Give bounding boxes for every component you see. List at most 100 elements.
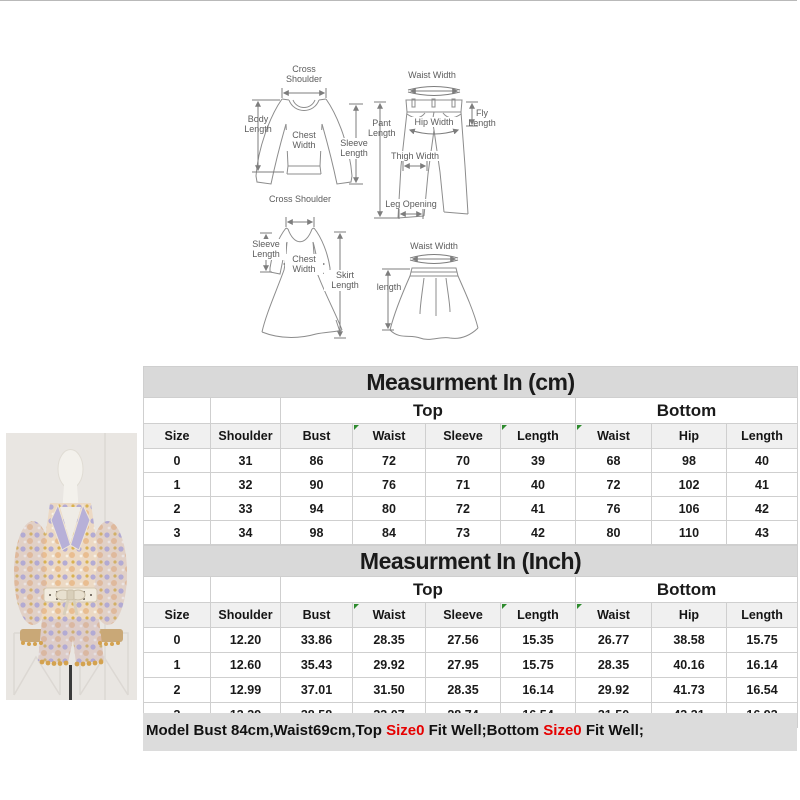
col-header-bust: Bust [280, 602, 353, 628]
value-cell: 73 [425, 520, 501, 545]
size-cell: 2 [143, 496, 211, 521]
table-row: 1 12.60 35.43 29.92 27.95 15.75 28.35 40… [143, 652, 799, 678]
value-cell: 12.20 [210, 627, 281, 653]
col-header-sleeve: Sleeve [425, 423, 501, 449]
hip-width-arrow [408, 128, 460, 135]
left-sleeve [14, 521, 52, 625]
fit-note-size-top: Size0 [386, 722, 425, 739]
value-cell: 102 [651, 472, 727, 497]
value-cell: 16.54 [725, 677, 799, 703]
value-cell: 80 [352, 496, 426, 521]
value-cell: 16.14 [500, 677, 576, 703]
value-cell: 43 [725, 520, 799, 545]
col-header-hip: Hip [651, 602, 727, 628]
value-cell: 15.35 [500, 627, 576, 653]
size-tables: Measurment In (cm) Top Bottom Size Shoul… [142, 366, 799, 728]
size-cell: 0 [143, 627, 211, 653]
value-cell: 40 [725, 448, 799, 473]
value-cell: 86 [280, 448, 353, 473]
value-cell: 76 [352, 472, 426, 497]
value-cell: 16.14 [725, 652, 799, 678]
table-row: 3 34 98 84 73 42 80 110 43 [143, 520, 799, 545]
col-header-size: Size [143, 602, 211, 628]
group-header-bottom: Bottom [574, 576, 799, 603]
gold-trim-beads [21, 641, 120, 667]
col-header-hip: Hip [651, 423, 727, 449]
value-cell: 72 [575, 472, 652, 497]
skirt-length-label: length [376, 282, 402, 292]
skirt-outline-drawing [382, 254, 479, 340]
value-cell: 33 [210, 496, 281, 521]
chest-width-label: Chest Width [285, 254, 323, 275]
leg-opening-label: Leg Opening [383, 199, 439, 210]
value-cell: 70 [425, 448, 501, 473]
blouse-measurement-diagram: Cross Shoulder Body Length Chest Width S… [236, 62, 374, 204]
size-cell: 0 [143, 448, 211, 473]
mannequin-head [57, 449, 84, 489]
table-row: 0 12.20 33.86 28.35 27.56 15.35 26.77 38… [143, 627, 799, 653]
value-cell: 41.73 [651, 677, 727, 703]
value-cell: 39 [500, 448, 576, 473]
value-cell: 72 [425, 496, 501, 521]
skirt-measure-arrows [382, 254, 459, 331]
value-cell: 27.56 [425, 627, 501, 653]
value-cell: 110 [651, 520, 727, 545]
empty-cell [143, 397, 211, 424]
col-header-length-bottom: Length [725, 423, 799, 449]
value-cell: 29.92 [575, 677, 652, 703]
shorts [38, 619, 104, 663]
table-title-cm: Measurment In (cm) [142, 366, 799, 398]
size-cell: 1 [143, 652, 211, 678]
table-row: 1 32 90 76 71 40 72 102 41 [143, 472, 799, 497]
table-row: 0 31 86 72 70 39 68 98 40 [143, 448, 799, 473]
right-sleeve-tint [89, 521, 127, 625]
belt-bow [55, 589, 86, 616]
fit-note-text: Fit Well; [581, 722, 644, 739]
col-header-length-top: Length [500, 423, 576, 449]
size-table-inch: Measurment In (Inch) Top Bottom Size Sho… [142, 545, 799, 728]
value-cell: 32 [210, 472, 281, 497]
value-cell: 12.99 [210, 677, 281, 703]
chest-opening [60, 507, 81, 543]
value-cell: 31 [210, 448, 281, 473]
value-cell: 68 [575, 448, 652, 473]
value-cell: 41 [725, 472, 799, 497]
value-cell: 71 [425, 472, 501, 497]
value-cell: 28.35 [352, 627, 426, 653]
mannequin-outfit-illustration [6, 433, 137, 700]
skirt-length-label: Skirt Length [324, 270, 366, 291]
skirt-measurement-diagram: Waist Width length [376, 236, 494, 348]
shorts-tint [38, 619, 104, 663]
value-cell: 98 [280, 520, 353, 545]
waist-width-label: Waist Width [408, 70, 456, 80]
value-cell: 80 [575, 520, 652, 545]
col-header-length-bottom: Length [725, 602, 799, 628]
value-cell: 31.50 [352, 677, 426, 703]
col-header-waist-bottom: Waist [575, 423, 652, 449]
thigh-width-label: Thigh Width [387, 151, 443, 162]
fit-note-text: Model Bust 84cm,Waist69cm,Top [146, 722, 387, 739]
cross-shoulder-label: Cross Shoulder [268, 194, 332, 204]
outfit [14, 503, 127, 700]
value-cell: 90 [280, 472, 353, 497]
left-sleeve-tint [14, 521, 52, 625]
value-cell: 40.16 [651, 652, 727, 678]
value-cell: 42 [500, 520, 576, 545]
table-row: 2 12.99 37.01 31.50 28.35 16.14 29.92 41… [143, 677, 799, 703]
col-header-waist-bottom: Waist [575, 602, 652, 628]
waist-width-label: Waist Width [410, 241, 458, 251]
value-cell: 37.01 [280, 677, 353, 703]
value-cell: 29.92 [352, 652, 426, 678]
value-cell: 94 [280, 496, 353, 521]
size-cell: 2 [143, 677, 211, 703]
value-cell: 76 [575, 496, 652, 521]
value-cell: 106 [651, 496, 727, 521]
sleeve-length-label: Sleeve Length [246, 239, 286, 260]
right-cuff [97, 629, 123, 642]
fly-length-label: Fly Length [468, 108, 496, 129]
cross-shoulder-label: Cross Shoulder [285, 64, 323, 85]
chest-width-label: Chest Width [285, 130, 323, 151]
pants-measurement-diagram: Waist Width Pant Length Fly Length Hip W… [368, 66, 496, 228]
value-cell: 41 [500, 496, 576, 521]
